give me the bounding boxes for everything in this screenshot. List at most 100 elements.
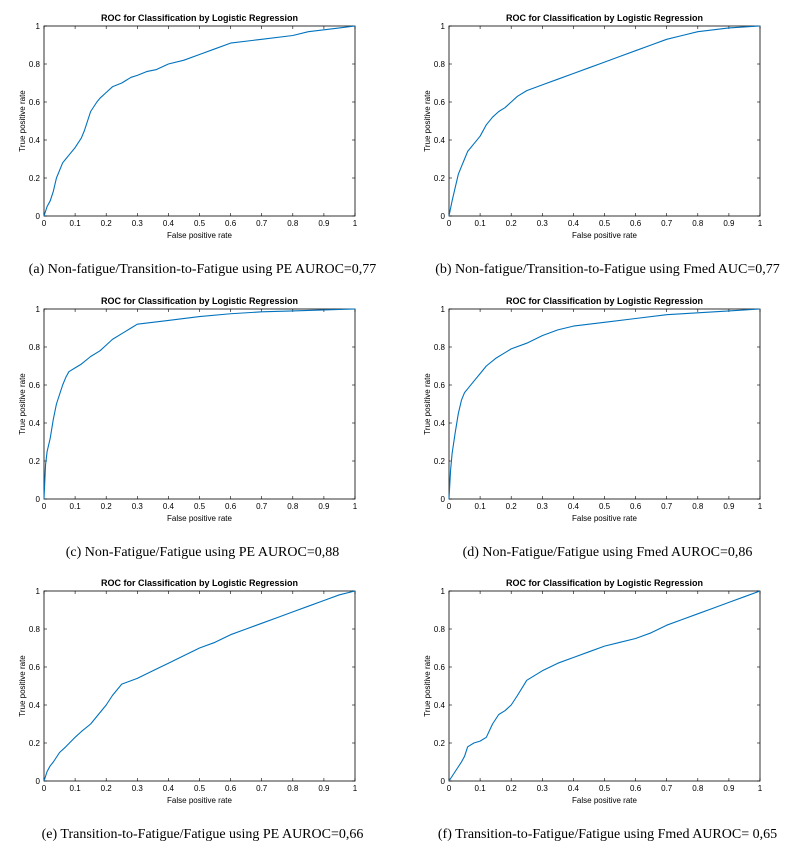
x-tick-label: 0.2 <box>506 784 518 793</box>
x-tick-label: 0.8 <box>692 784 704 793</box>
x-tick-label: 0.9 <box>723 502 735 511</box>
x-tick-label: 0.4 <box>163 784 175 793</box>
panel-d: ROC for Classification by Logistic Regre… <box>410 289 805 572</box>
x-tick-label: 0.7 <box>256 219 268 228</box>
y-tick-label: 0.6 <box>29 381 41 390</box>
roc-chart-b: ROC for Classification by Logistic Regre… <box>423 13 763 240</box>
y-tick-label: 0.4 <box>434 136 446 145</box>
x-axis-label: False positive rate <box>572 514 637 523</box>
y-tick-label: 0 <box>36 212 41 221</box>
x-axis-label: False positive rate <box>167 514 232 523</box>
y-axis-label: True positive rate <box>423 373 432 435</box>
x-tick-label: 0.8 <box>692 502 704 511</box>
plot-area <box>43 308 356 500</box>
x-axis-label: False positive rate <box>167 231 232 240</box>
panel-c: ROC for Classification by Logistic Regre… <box>5 289 400 572</box>
x-tick-label: 0.1 <box>475 219 487 228</box>
y-tick-label: 0 <box>441 495 446 504</box>
chart-title: ROC for Classification by Logistic Regre… <box>506 13 703 23</box>
y-axis-label: True positive rate <box>423 90 432 152</box>
y-tick-label: 0.4 <box>434 419 446 428</box>
y-tick-label: 0.8 <box>434 60 446 69</box>
figure-caption-a: (a) Non-fatigue/Transition-to-Fatigue us… <box>28 262 377 277</box>
y-tick-label: 0.2 <box>434 457 446 466</box>
x-axis-label: False positive rate <box>167 796 232 805</box>
x-tick-label: 0.2 <box>101 784 113 793</box>
panel-e: ROC for Classification by Logistic Regre… <box>5 571 400 854</box>
panel-b: ROC for Classification by Logistic Regre… <box>410 6 805 289</box>
y-tick-label: 0 <box>36 777 41 786</box>
y-tick-label: 0.2 <box>434 174 446 183</box>
roc-chart-f: ROC for Classification by Logistic Regre… <box>423 578 763 805</box>
x-tick-label: 0.1 <box>475 784 487 793</box>
y-tick-label: 0.4 <box>29 419 41 428</box>
x-tick-label: 0.8 <box>287 784 299 793</box>
y-tick-label: 0.2 <box>29 174 41 183</box>
x-axis-label: False positive rate <box>572 231 637 240</box>
y-axis-label: True positive rate <box>18 655 27 717</box>
roc-chart-c: ROC for Classification by Logistic Regre… <box>18 296 358 523</box>
y-tick-label: 0.6 <box>29 663 41 672</box>
x-tick-label: 0.4 <box>568 502 580 511</box>
x-tick-label: 1 <box>353 219 358 228</box>
roc-curve <box>448 25 761 217</box>
x-tick-label: 0.4 <box>163 219 175 228</box>
y-tick-label: 0.8 <box>29 60 41 69</box>
figure-caption-e: (e) Transition-to-Fatigue/Fatigue using … <box>41 827 364 842</box>
x-tick-label: 0 <box>42 784 47 793</box>
x-tick-label: 0.8 <box>692 219 704 228</box>
roc-curve <box>448 590 761 782</box>
x-tick-label: 0.8 <box>287 219 299 228</box>
y-tick-label: 0.2 <box>29 457 41 466</box>
x-tick-label: 0 <box>447 784 452 793</box>
chart-title: ROC for Classification by Logistic Regre… <box>101 13 298 23</box>
roc-chart-a: ROC for Classification by Logistic Regre… <box>18 13 358 240</box>
x-tick-label: 1 <box>353 502 358 511</box>
y-tick-label: 0 <box>36 495 41 504</box>
x-tick-label: 0.5 <box>194 502 206 511</box>
x-tick-label: 0 <box>42 219 47 228</box>
x-tick-label: 0.1 <box>475 502 487 511</box>
y-axis-label: True positive rate <box>18 90 27 152</box>
y-tick-label: 1 <box>36 587 41 596</box>
y-tick-label: 0.4 <box>434 701 446 710</box>
x-tick-label: 0.6 <box>225 219 237 228</box>
x-tick-label: 0.6 <box>630 502 642 511</box>
y-axis-label: True positive rate <box>423 655 432 717</box>
x-tick-label: 0.7 <box>661 784 673 793</box>
y-tick-label: 1 <box>441 22 446 31</box>
x-axis-label: False positive rate <box>572 796 637 805</box>
figure-caption-f: (f) Transition-to-Fatigue/Fatigue using … <box>437 827 778 842</box>
x-tick-label: 0.9 <box>723 784 735 793</box>
y-tick-label: 0 <box>441 777 446 786</box>
y-tick-label: 1 <box>441 305 446 314</box>
x-tick-label: 0.2 <box>101 219 113 228</box>
plot-area <box>448 590 761 782</box>
x-tick-label: 0.5 <box>194 784 206 793</box>
x-tick-label: 0.9 <box>723 219 735 228</box>
x-tick-label: 1 <box>353 784 358 793</box>
y-tick-label: 0.6 <box>434 98 446 107</box>
x-tick-label: 0.9 <box>318 784 330 793</box>
x-tick-label: 0.3 <box>537 502 549 511</box>
roc-curve <box>448 308 761 500</box>
y-tick-label: 0.4 <box>29 136 41 145</box>
y-tick-label: 0 <box>441 212 446 221</box>
y-tick-label: 0.4 <box>29 701 41 710</box>
y-tick-label: 0.6 <box>29 98 41 107</box>
y-tick-label: 1 <box>36 22 41 31</box>
x-tick-label: 0.3 <box>537 219 549 228</box>
x-tick-label: 0.2 <box>101 502 113 511</box>
x-tick-label: 0.5 <box>194 219 206 228</box>
chart-title: ROC for Classification by Logistic Regre… <box>506 296 703 306</box>
x-tick-label: 0.6 <box>225 784 237 793</box>
x-tick-label: 1 <box>758 784 763 793</box>
x-tick-label: 0.7 <box>256 502 268 511</box>
x-tick-label: 0.5 <box>599 219 611 228</box>
x-tick-label: 0.3 <box>132 502 144 511</box>
x-tick-label: 0 <box>447 219 452 228</box>
y-tick-label: 0.6 <box>434 663 446 672</box>
x-tick-label: 0.6 <box>225 502 237 511</box>
plot-area <box>448 308 761 500</box>
chart-title: ROC for Classification by Logistic Regre… <box>101 578 298 588</box>
